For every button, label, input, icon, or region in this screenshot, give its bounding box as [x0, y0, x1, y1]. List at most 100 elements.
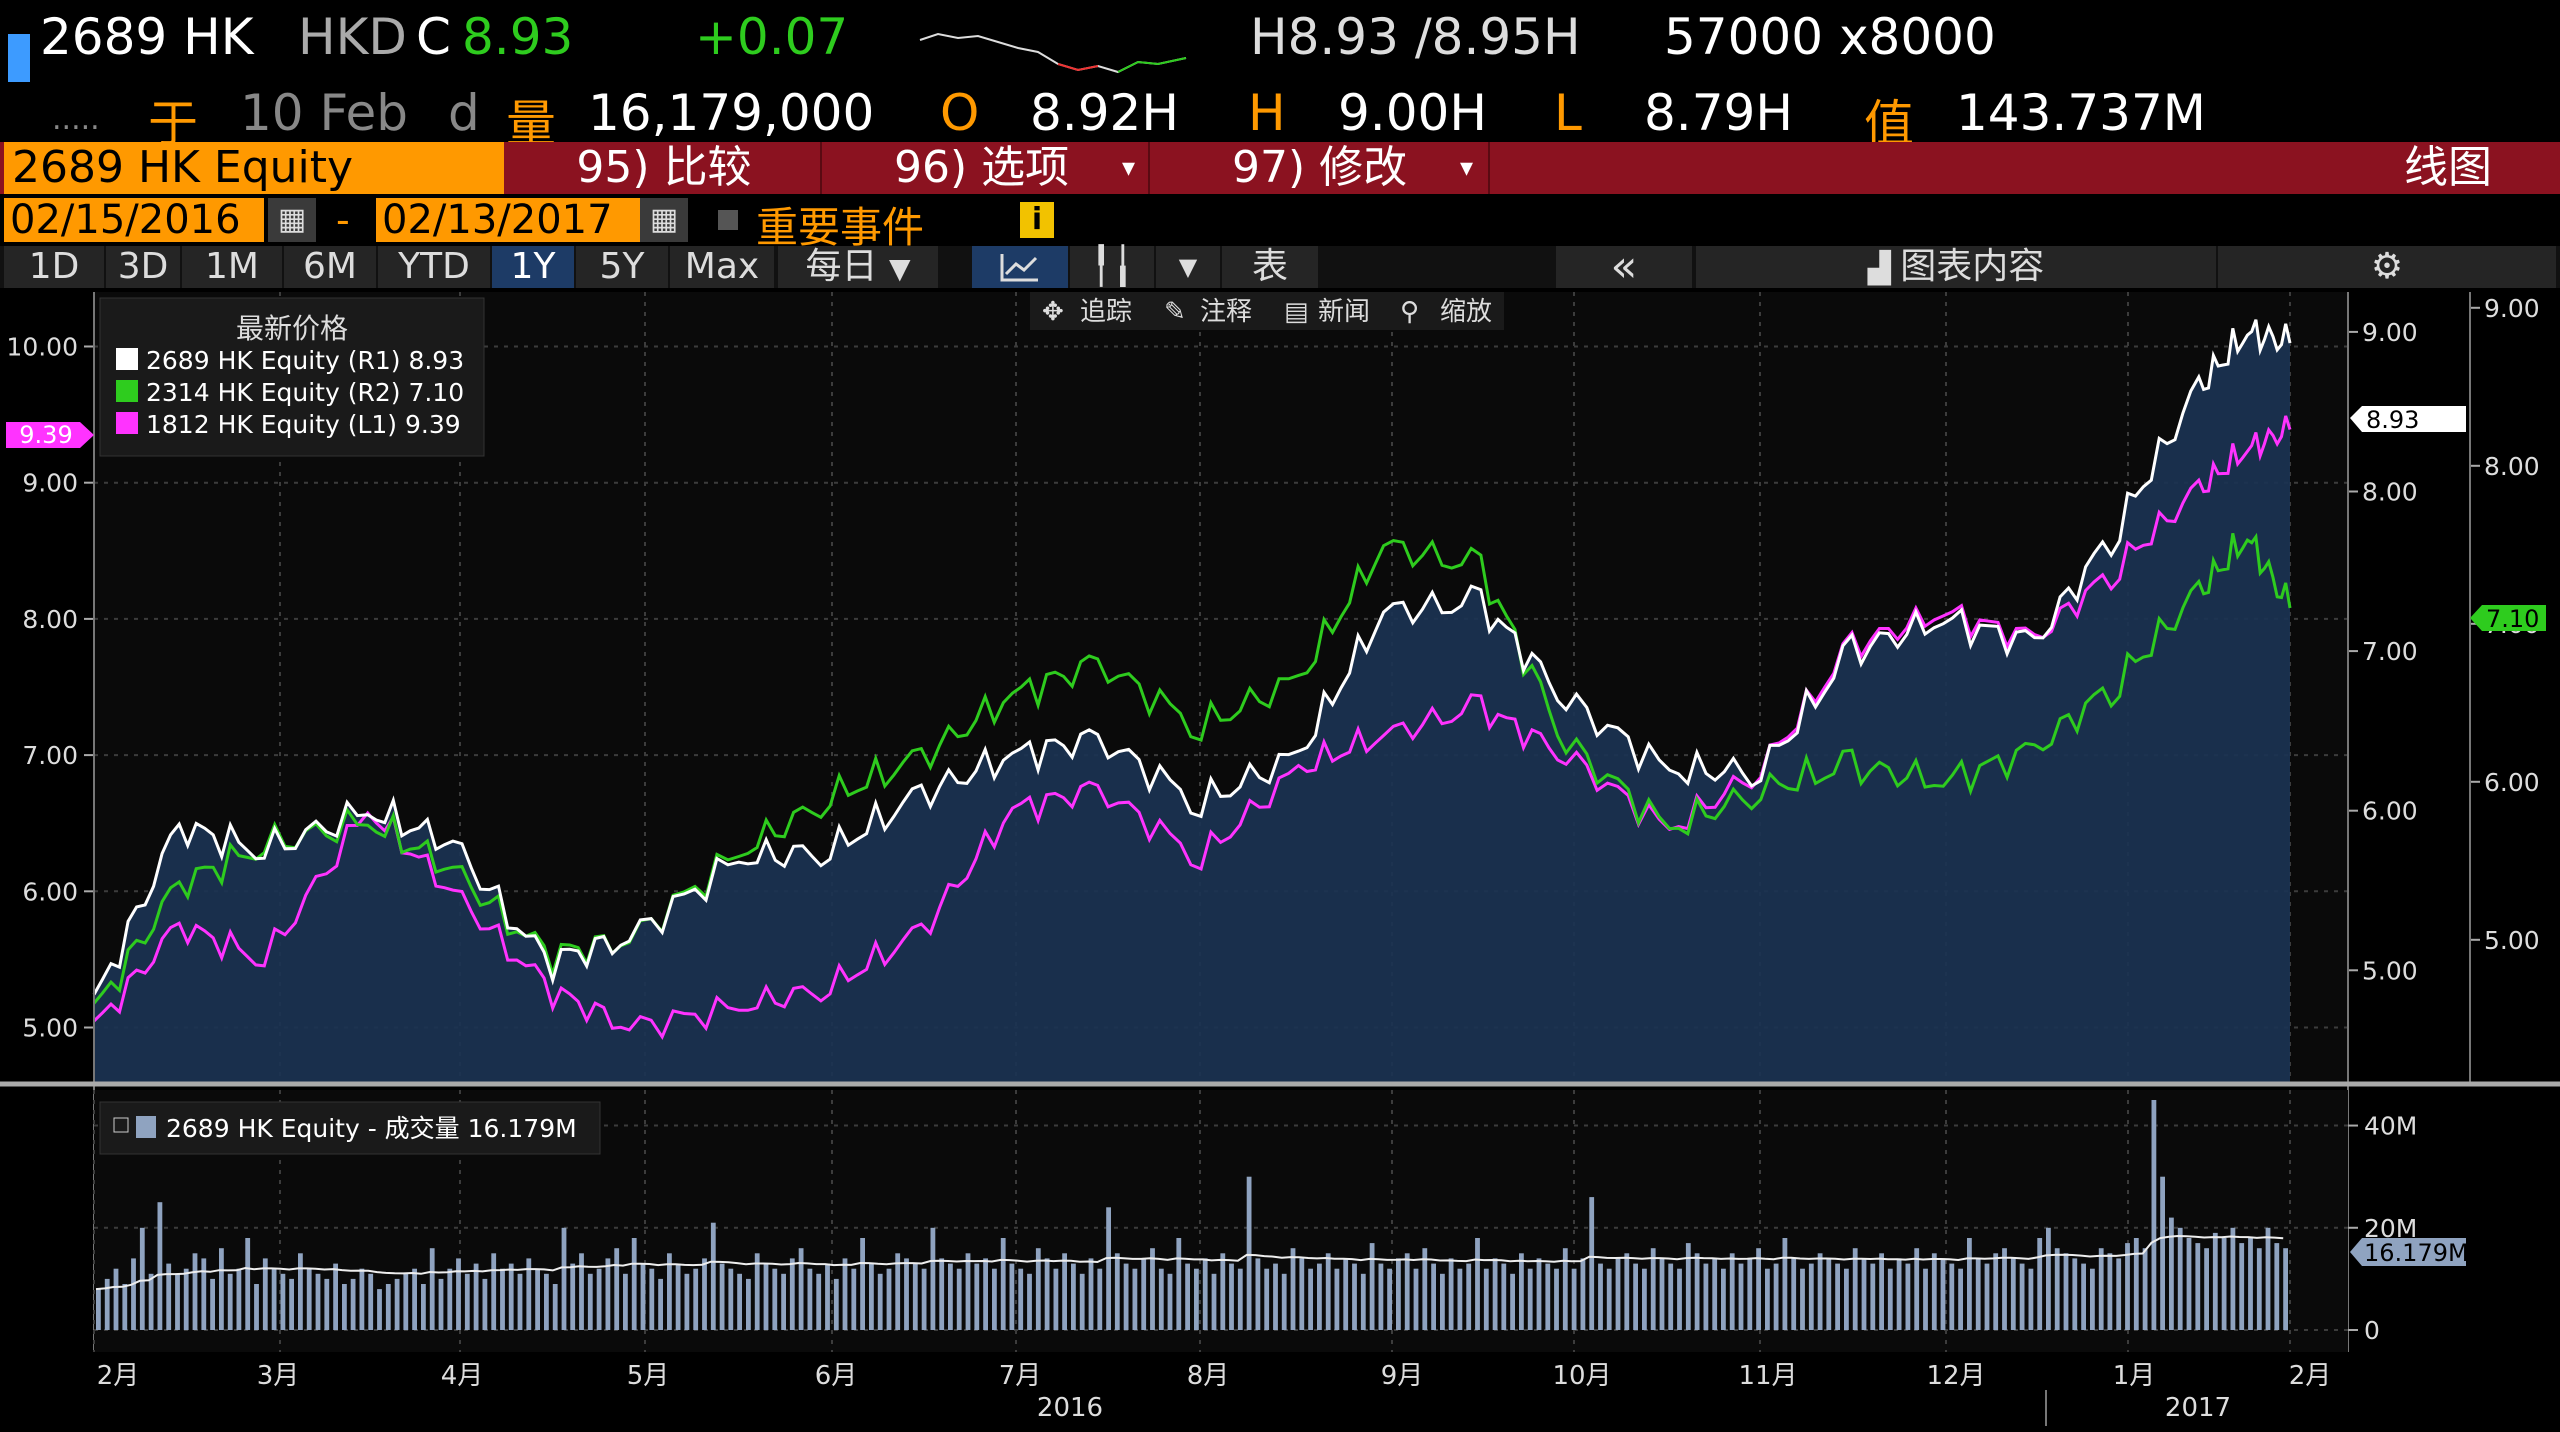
start-date-input[interactable]: 02/15/2016 [4, 198, 264, 242]
table-button[interactable]: 表 [1222, 246, 1318, 288]
period-1m-button[interactable]: 1M [182, 246, 282, 288]
volume-bar [2098, 1248, 2104, 1330]
volume-bar [825, 1263, 830, 1330]
collapse-button[interactable]: « [1556, 245, 1692, 289]
legend-item-2314: 2314 HK Equity (R2) 7.10 [146, 378, 464, 407]
chevron-down-icon: ▾ [1460, 153, 1474, 183]
volume-bar [544, 1273, 549, 1330]
period-6m-button[interactable]: 6M [284, 246, 376, 288]
volume-bar [1009, 1263, 1015, 1330]
volume-bar [473, 1263, 479, 1330]
volume-bars [96, 1100, 2288, 1330]
volume-bar [1554, 1268, 1559, 1330]
zoom-icon[interactable]: ⚲ [1400, 297, 1419, 327]
volume-bar [139, 1227, 145, 1330]
volume-bar [1606, 1268, 1612, 1330]
volume-bar [1158, 1268, 1164, 1330]
volume-bar [886, 1268, 892, 1330]
end-date-input[interactable]: 02/13/2017 [376, 198, 642, 242]
right1-last-value: 8.93 [2366, 406, 2419, 434]
news-icon[interactable]: ▤ [1284, 297, 1309, 327]
last-price: 8.93 [462, 8, 574, 66]
modify-button[interactable]: 97) 修改 ▾ [1150, 142, 1490, 194]
volume-bar [1633, 1263, 1638, 1330]
period-max-button[interactable]: Max [670, 246, 774, 288]
volume-bar [2054, 1248, 2060, 1330]
volume-bar [1352, 1263, 1357, 1330]
annotate-icon[interactable]: ✎ [1164, 297, 1186, 327]
volume-bar [412, 1268, 417, 1330]
track-button[interactable]: 追踪 [1080, 297, 1132, 327]
volume-bar [1887, 1268, 1893, 1330]
x-tick-label: 2月 [97, 1361, 140, 1391]
events-checkbox[interactable] [718, 210, 738, 230]
volume-bar [781, 1273, 786, 1330]
frequency-dropdown[interactable]: 每日 ▼ [778, 246, 938, 288]
volume-bar [675, 1263, 681, 1330]
volume-bar [1334, 1268, 1340, 1330]
volume-bar [983, 1258, 988, 1330]
annotate-button[interactable]: 注释 [1200, 297, 1252, 327]
chevron-down-icon[interactable]: ▼ [1156, 246, 1220, 288]
security-field[interactable]: 2689 HK Equity [4, 142, 504, 194]
period-ytd-button[interactable]: YTD [378, 246, 490, 288]
right1-tick-label: 8.00 [2362, 477, 2418, 506]
collapse-icon[interactable] [113, 1117, 129, 1133]
volume-bar [807, 1268, 813, 1330]
volume-bar [359, 1268, 365, 1330]
volume-bar [667, 1253, 672, 1330]
calendar-icon[interactable]: ▦ [268, 198, 316, 242]
info-icon[interactable]: i [1020, 202, 1054, 238]
candle-chart-icon[interactable]: ╿╽ [1070, 246, 1154, 288]
compare-button[interactable]: 95) 比较 [508, 142, 822, 194]
volume-bar [1176, 1238, 1182, 1330]
volume-bar [1773, 1263, 1779, 1330]
volume-bar [1097, 1268, 1103, 1330]
right1-tick-label: 6.00 [2362, 797, 2418, 826]
period-1y-button[interactable]: 1Y [492, 246, 574, 288]
track-icon[interactable]: ✥ [1042, 297, 1064, 327]
volume-bar [1931, 1253, 1937, 1330]
volume-bar [1650, 1248, 1656, 1330]
left-tick-label: 10.00 [6, 332, 78, 361]
volume-bar [1062, 1253, 1067, 1330]
volume-bar [535, 1268, 540, 1330]
left-tick-label: 8.00 [22, 605, 78, 634]
volume-bar [289, 1278, 294, 1330]
volume-bar [324, 1278, 330, 1330]
volume-bar [1343, 1258, 1349, 1330]
period-1d-button[interactable]: 1D [4, 246, 104, 288]
calendar-icon[interactable]: ▦ [640, 198, 688, 242]
volume-bar [640, 1263, 646, 1330]
legend-swatch-2314 [116, 380, 138, 402]
zoom-button[interactable]: 缩放 [1440, 297, 1492, 327]
volume-bar [2072, 1258, 2078, 1330]
legend: 最新价格 2689 HK Equity (R1) 8.93 2314 HK Eq… [99, 297, 485, 457]
x-axis: 2月 3月 4月 5月 6月 7月 8月 9月 10月 11月 12月 1月 2月 [97, 1361, 2332, 1391]
volume-bar [1237, 1268, 1243, 1330]
left-axis: 5.00 6.00 7.00 8.00 9.00 10.00 [6, 332, 94, 1043]
line-chart-icon[interactable] [972, 246, 1068, 288]
volume-bar [175, 1273, 180, 1330]
chart-content-button[interactable]: ▟ 图表内容 [1696, 246, 2216, 288]
triangle-down-icon: ▼ [888, 252, 911, 285]
volume-bar [1677, 1268, 1682, 1330]
volume-bar [1431, 1263, 1436, 1330]
period-5y-button[interactable]: 5Y [576, 246, 668, 288]
volume-bar [1404, 1253, 1410, 1330]
period-3d-button[interactable]: 3D [106, 246, 180, 288]
volume-bar [429, 1248, 435, 1330]
volume-bar [2010, 1258, 2016, 1330]
chart-type-label[interactable]: 线图 [2404, 142, 2492, 193]
volume-bar [2274, 1243, 2280, 1330]
volume-bar [2019, 1263, 2025, 1330]
volume-bar [394, 1278, 400, 1330]
volume-bar [1317, 1263, 1322, 1330]
sparkline-icon [919, 32, 1187, 74]
news-button[interactable]: 新闻 [1318, 297, 1370, 327]
volume-bar [1817, 1253, 1823, 1330]
gear-icon[interactable]: ⚙ [2218, 246, 2556, 288]
volume-bar [1281, 1273, 1287, 1330]
options-button[interactable]: 96) 选项 ▾ [822, 142, 1150, 194]
volume-bar [104, 1278, 110, 1330]
